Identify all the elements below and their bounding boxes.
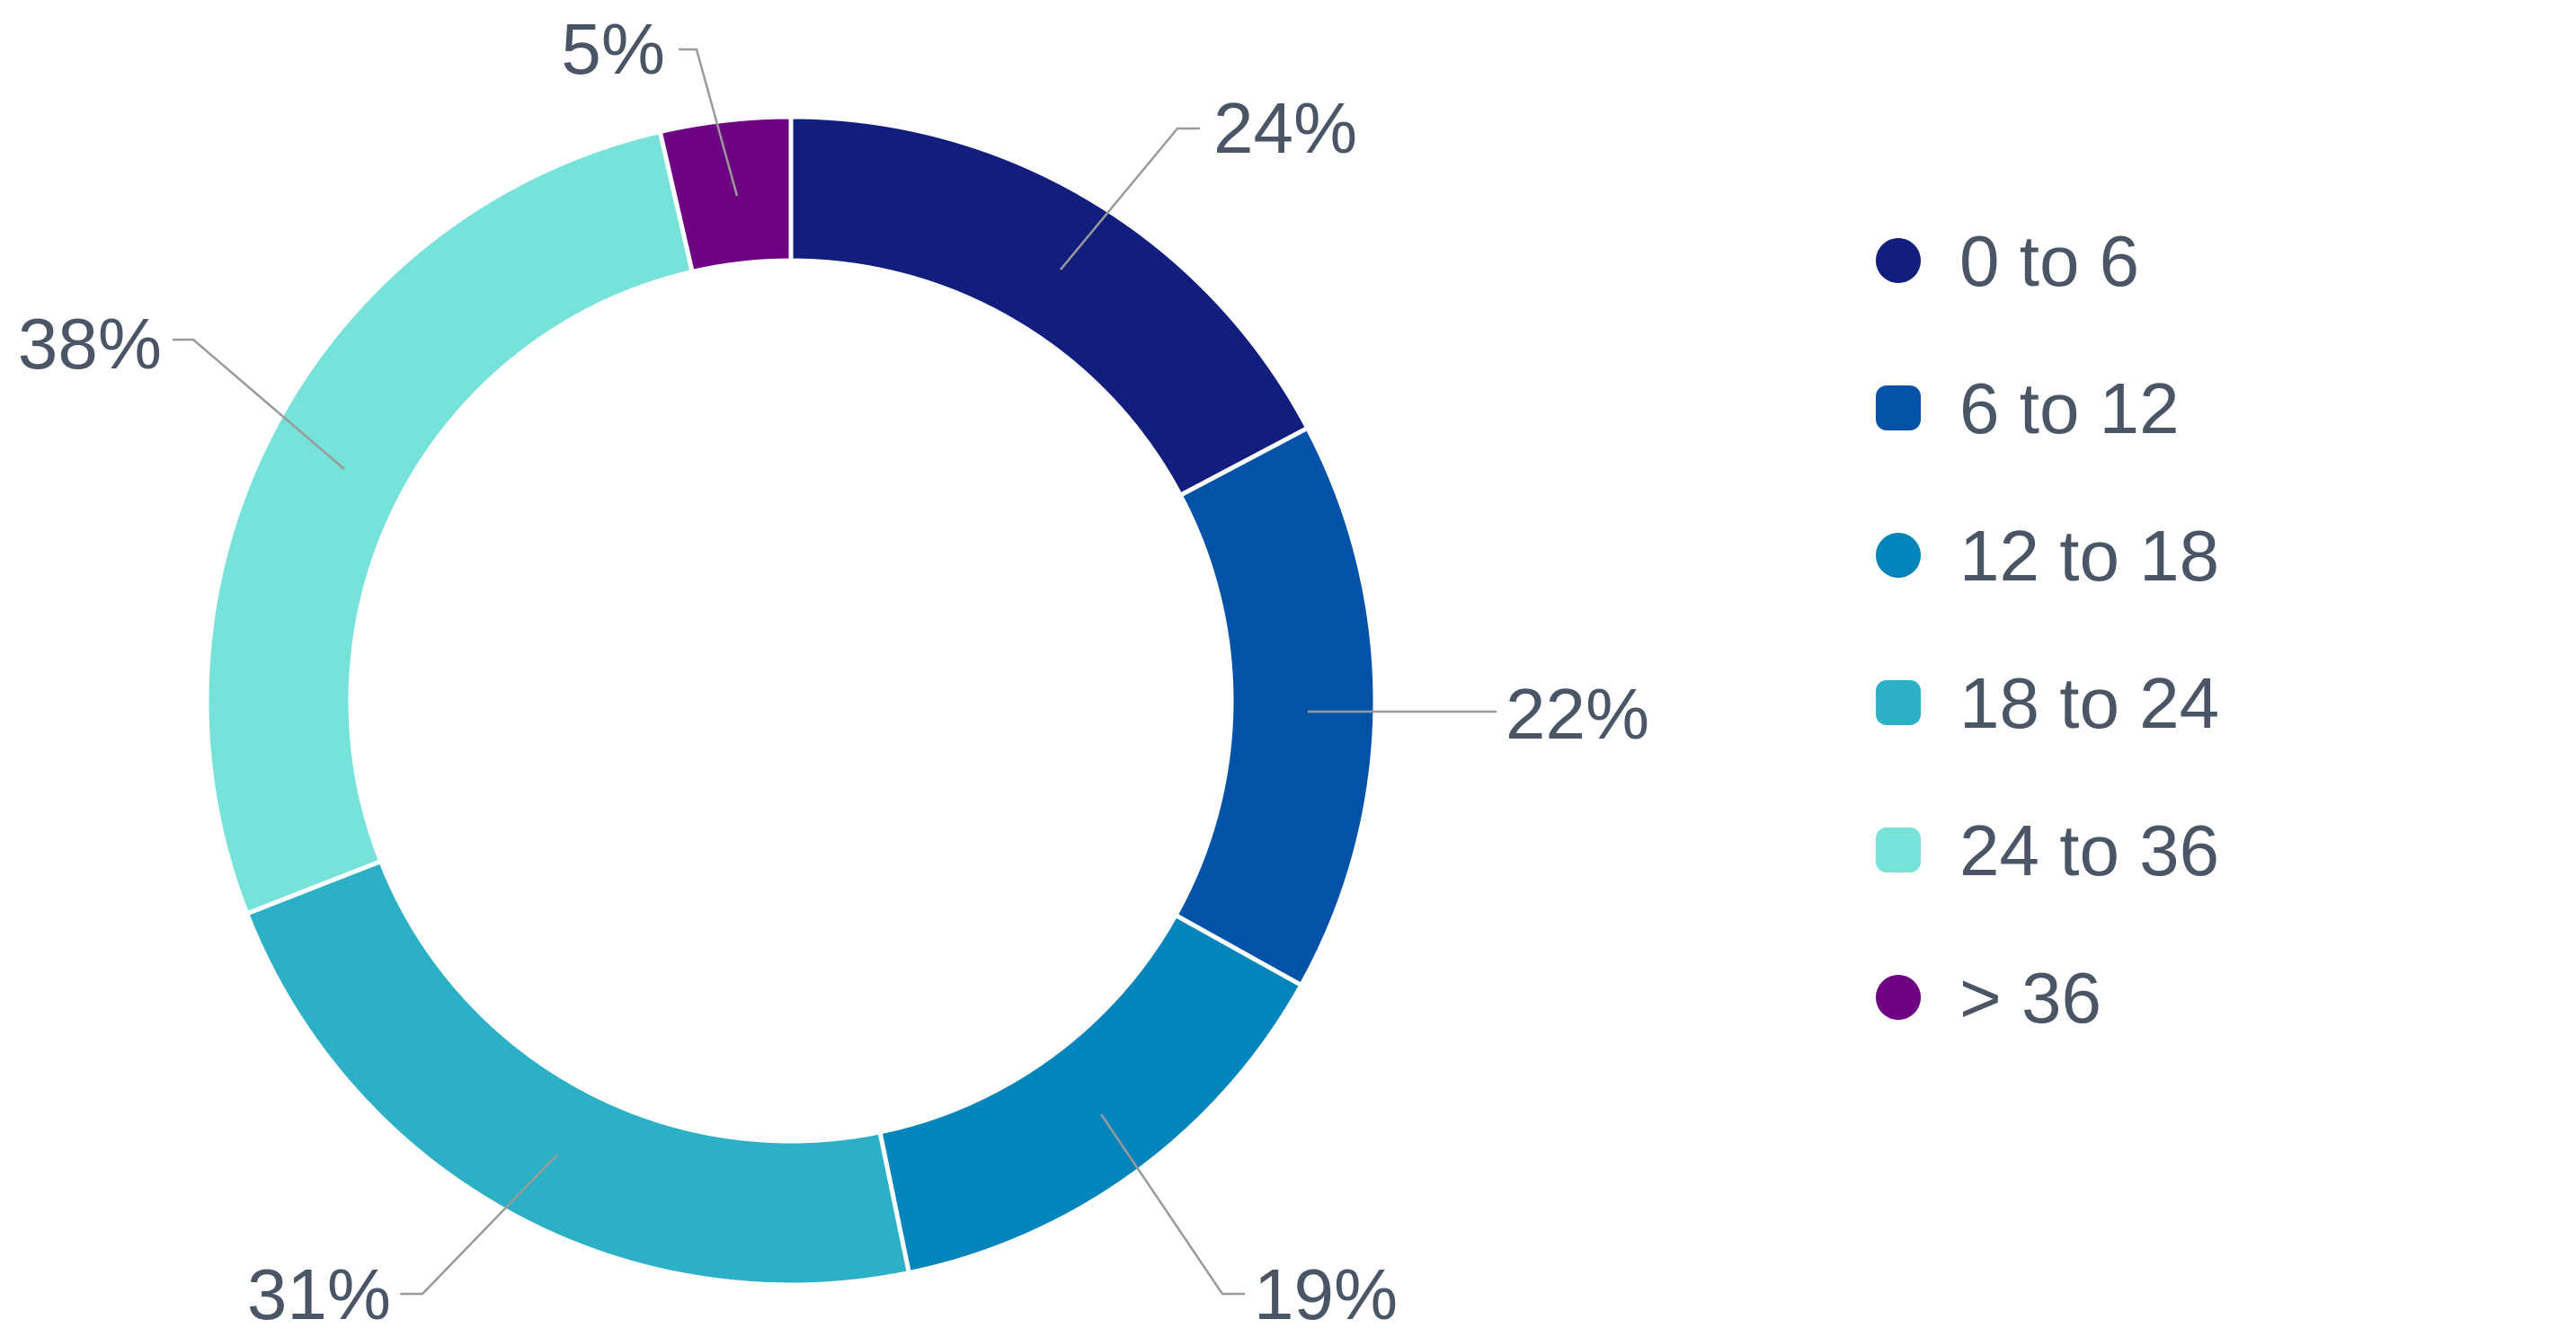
slice-label-18-to-24: 31% xyxy=(247,1254,391,1334)
legend-swatch-12-to-18 xyxy=(1876,533,1921,578)
slice-label-0-to-6: 24% xyxy=(1213,88,1357,168)
legend-label-12-to-18: 12 to 18 xyxy=(1959,516,2219,596)
slice-label-12-to-18: 19% xyxy=(1254,1254,1398,1334)
legend-label-18-to-24: 18 to 24 xyxy=(1959,663,2219,743)
percent-labels: 24% 22% 19% 31% 38% 5% xyxy=(18,9,1649,1334)
donut-slice-24-to-36 xyxy=(204,128,696,917)
donut-slices xyxy=(204,114,1378,1288)
slice-label-over-36: 5% xyxy=(561,9,665,89)
legend-swatch-0-to-6 xyxy=(1876,238,1921,283)
donut-slice-12-to-18 xyxy=(877,912,1305,1276)
leader-lines xyxy=(173,48,1497,1296)
legend-swatch-6-to-12 xyxy=(1876,385,1921,430)
legend-label-0-to-6: 0 to 6 xyxy=(1959,221,2139,301)
legend-label-over-36: > 36 xyxy=(1959,958,2101,1038)
leader-line-over-36 xyxy=(679,48,739,197)
legend-swatch-18-to-24 xyxy=(1876,680,1921,725)
leader-line-12-to-18 xyxy=(1099,1113,1245,1296)
slice-label-24-to-36: 38% xyxy=(18,304,162,384)
donut-slice-6-to-12 xyxy=(1172,425,1378,988)
leader-line-18-to-24 xyxy=(400,1154,558,1296)
legend-swatch-over-36 xyxy=(1876,975,1921,1020)
donut-slice-0-to-6 xyxy=(788,114,1311,499)
donut-slice-18-to-24 xyxy=(244,858,912,1288)
legend-label-24-to-36: 24 to 36 xyxy=(1959,810,2219,890)
slice-label-6-to-12: 22% xyxy=(1506,674,1649,754)
legend-label-6-to-12: 6 to 12 xyxy=(1959,368,2180,448)
legend-swatch-24-to-36 xyxy=(1876,828,1921,872)
donut-slice-over-36 xyxy=(657,114,794,275)
legend: 0 to 6 6 to 12 12 to 18 18 to 24 24 to 3… xyxy=(1876,221,2219,1038)
leader-line-0-to-6 xyxy=(1060,127,1200,270)
leader-line-24-to-36 xyxy=(173,338,345,470)
